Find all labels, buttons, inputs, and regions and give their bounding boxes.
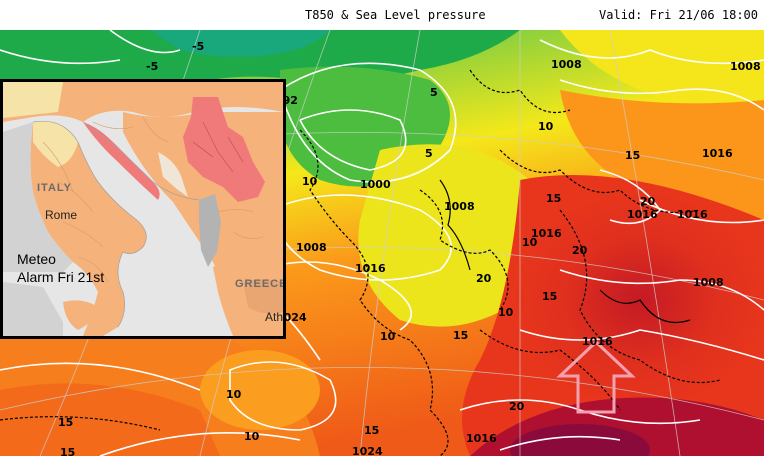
pressure-label: 1000 bbox=[360, 178, 391, 191]
temp-label: 10 bbox=[498, 306, 514, 319]
temp-label: 20 bbox=[476, 272, 492, 285]
temp-label: 15 bbox=[453, 329, 468, 342]
inset-city-label: Rome bbox=[45, 208, 78, 222]
temp-label: 5 bbox=[425, 147, 433, 160]
temp-label: 15 bbox=[542, 290, 557, 303]
meteoalarm-inset: ITALY GREECE Rome Ath Meteo Alarm Fri 21… bbox=[0, 79, 286, 339]
pressure-label: 1016 bbox=[355, 262, 386, 275]
temp-label: 15 bbox=[364, 424, 379, 437]
temp-label: 15 bbox=[60, 446, 75, 456]
pressure-label: 1024 bbox=[352, 445, 383, 456]
temp-label: 10 bbox=[244, 430, 260, 443]
caption-line: Meteo bbox=[17, 251, 56, 267]
pressure-label: 1016 bbox=[531, 227, 562, 240]
inset-cut-label: Ath bbox=[265, 310, 284, 324]
temp-label: 10 bbox=[302, 175, 318, 188]
pressure-label: 1008 bbox=[296, 241, 327, 254]
pressure-label: 1016 bbox=[627, 208, 658, 221]
inset-map bbox=[3, 82, 283, 336]
valid-time: Valid: Fri 21/06 18:00 bbox=[599, 8, 758, 22]
temp-label: 5 bbox=[430, 86, 438, 99]
pressure-label: 1016 bbox=[466, 432, 497, 445]
temp-label: 20 bbox=[640, 195, 656, 208]
temp-label: 10 bbox=[380, 330, 396, 343]
temp-label: 10 bbox=[522, 236, 538, 249]
header: T850 & Sea Level pressure Valid: Fri 21/… bbox=[0, 0, 764, 30]
temperature-field bbox=[0, 30, 764, 456]
pressure-label: 1008 bbox=[693, 276, 724, 289]
map-title: T850 & Sea Level pressure bbox=[305, 8, 486, 22]
temp-label: 15 bbox=[58, 416, 73, 429]
temp-label: 15 bbox=[546, 192, 561, 205]
temp-label: 10 bbox=[538, 120, 554, 133]
pressure-label: 1008 bbox=[730, 60, 761, 73]
pressure-label: 1016 bbox=[702, 147, 733, 160]
temp-label: 20 bbox=[572, 244, 588, 257]
pressure-label: 1008 bbox=[551, 58, 582, 71]
weather-map: -5 -5 5 10 5 10 15 20 15 20 10 15 10 15 … bbox=[0, 30, 764, 456]
temp-label: -5 bbox=[146, 60, 158, 73]
temp-label: 10 bbox=[226, 388, 242, 401]
inset-country-label: GREECE bbox=[235, 278, 286, 290]
inset-caption: Meteo Alarm Fri 21st bbox=[17, 250, 104, 286]
highlight-arrow bbox=[556, 339, 636, 414]
pressure-label: 1016 bbox=[677, 208, 708, 221]
pressure-label: 1008 bbox=[444, 200, 475, 213]
caption-line: Alarm Fri 21st bbox=[17, 269, 105, 285]
pressure-label: 1016 bbox=[582, 335, 613, 348]
map-labels: -5 -5 5 10 5 10 15 20 15 20 10 15 10 15 … bbox=[58, 40, 761, 456]
temp-label: 15 bbox=[625, 149, 640, 162]
inset-country-label: ITALY bbox=[37, 182, 72, 194]
temp-label: 20 bbox=[509, 400, 525, 413]
temp-label: -5 bbox=[192, 40, 204, 53]
